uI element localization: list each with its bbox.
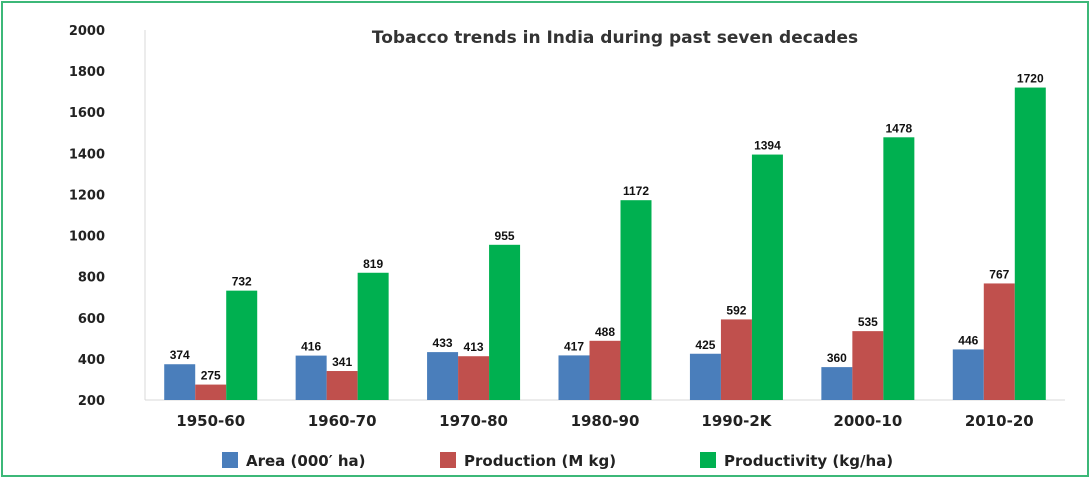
legend-swatch: [222, 452, 238, 468]
y-tick-label: 1800: [69, 65, 105, 80]
data-label: 1478: [886, 121, 913, 135]
legend-swatch: [700, 452, 716, 468]
x-axis: 1950-60 1960-70 1970-80 1980-90 1990-2K 2000-…: [176, 412, 1033, 430]
data-label: 592: [726, 303, 746, 317]
bar-productivity-2000-10: [883, 137, 915, 401]
bar-productivity-1990-2K: [751, 154, 783, 400]
data-label: 360: [827, 351, 847, 365]
data-label: 425: [695, 338, 715, 352]
data-label: 275: [201, 369, 221, 383]
data-label: 488: [595, 325, 615, 339]
bar-area-2000-10: [821, 367, 853, 400]
bar-area-2010-20: [952, 349, 984, 400]
y-tick-label: 1200: [69, 188, 105, 203]
data-label: 955: [495, 229, 515, 243]
bar-production-1960-70: [326, 371, 358, 400]
data-label: 413: [464, 340, 484, 354]
bar-productivity-2010-20: [1014, 87, 1046, 401]
y-tick-label: 200: [78, 394, 105, 409]
x-tick-label: 2000-10: [833, 412, 902, 430]
y-tick-label: 800: [78, 271, 105, 286]
bar-productivity-1970-80: [489, 244, 521, 400]
data-label: 767: [989, 267, 1009, 281]
bar-productivity-1980-90: [620, 200, 652, 400]
bar-area-1950-60: [164, 364, 196, 400]
bar-production-1980-90: [589, 340, 621, 400]
data-label: 341: [332, 355, 352, 369]
chart-title: Tobacco trends in India during past seve…: [372, 28, 858, 48]
bar-productivity-1950-60: [226, 290, 258, 400]
data-label: 374: [170, 348, 190, 362]
legend-label: Area (000′ ha): [246, 452, 366, 470]
data-label: 732: [232, 275, 252, 289]
x-tick-label: 1990-2K: [701, 412, 772, 430]
bar-area-1970-80: [427, 352, 459, 400]
y-axis: 200 400 600 800 1000 1200 1400 1600 1800 2000: [69, 24, 105, 409]
data-label: 1172: [623, 184, 649, 198]
data-label: 1720: [1017, 72, 1044, 86]
data-label: 446: [958, 333, 978, 347]
data-label: 417: [564, 339, 584, 353]
data-label: 433: [433, 336, 453, 350]
bar-production-2000-10: [852, 331, 884, 400]
legend-label: Production (M kg): [464, 452, 616, 470]
bar-production-1990-2K: [720, 319, 752, 400]
legend: Area (000′ ha) Production (M kg) Productiv…: [222, 452, 893, 470]
x-tick-label: 2010-20: [965, 412, 1034, 430]
y-tick-label: 1400: [69, 147, 105, 162]
data-label: 535: [858, 315, 878, 329]
bars-group: 374 275 732 416 341 819 433 413 955 417 488 1172 425…: [164, 72, 1046, 401]
legend-swatch: [440, 452, 456, 468]
bar-production-2010-20: [983, 283, 1015, 400]
y-tick-label: 400: [78, 353, 105, 368]
bar-production-1970-80: [458, 356, 490, 400]
y-tick-label: 1600: [69, 106, 105, 121]
y-tick-label: 1000: [69, 230, 105, 245]
x-tick-label: 1960-70: [308, 412, 377, 430]
x-tick-label: 1950-60: [176, 412, 245, 430]
x-tick-label: 1970-80: [439, 412, 508, 430]
bar-area-1990-2K: [689, 353, 721, 400]
data-label: 1394: [754, 139, 781, 153]
data-label: 819: [363, 257, 383, 271]
bar-production-1950-60: [195, 384, 227, 400]
x-tick-label: 1980-90: [571, 412, 640, 430]
y-tick-label: 600: [78, 312, 105, 327]
bar-area-1960-70: [295, 355, 327, 400]
bar-productivity-1960-70: [357, 272, 389, 400]
bar-area-1980-90: [558, 355, 590, 400]
data-label: 416: [301, 340, 321, 354]
legend-label: Productivity (kg/ha): [724, 452, 893, 470]
y-tick-label: 2000: [69, 24, 105, 39]
